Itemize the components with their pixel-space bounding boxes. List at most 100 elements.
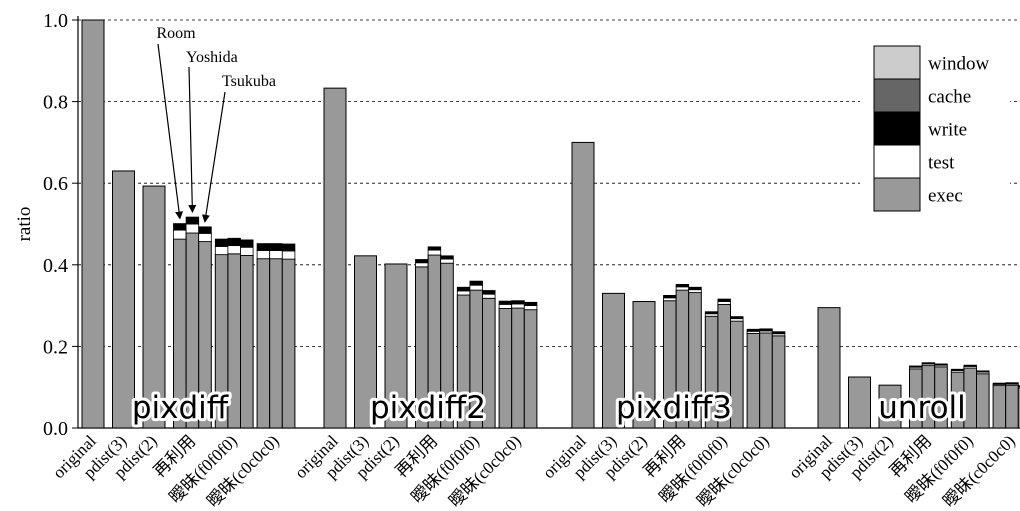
bar-test bbox=[173, 229, 187, 240]
group-label-pixdiff: pixdiff bbox=[132, 390, 229, 426]
bar-test bbox=[688, 289, 702, 293]
bar-write bbox=[992, 382, 1007, 385]
bar-exec bbox=[227, 253, 241, 429]
bar-test bbox=[427, 249, 442, 256]
bar-write bbox=[256, 243, 271, 251]
bar-write bbox=[511, 300, 525, 305]
bar-exec bbox=[281, 258, 296, 429]
bar-exec bbox=[269, 258, 283, 429]
bar-unroll-2 bbox=[878, 384, 902, 429]
bar-pixdiff2-1 bbox=[354, 255, 377, 429]
bar-write bbox=[281, 243, 296, 252]
bar-write bbox=[730, 316, 744, 320]
legend-label-exec: exec bbox=[928, 186, 963, 207]
bar-pixdiff-1 bbox=[112, 170, 135, 429]
legend-label-write: write bbox=[928, 120, 967, 141]
bar-exec bbox=[992, 385, 1007, 429]
bar-exec bbox=[511, 307, 525, 429]
bar-test bbox=[227, 245, 241, 255]
group-label-unroll: unroll bbox=[878, 390, 966, 426]
bar-test bbox=[214, 246, 229, 256]
bar-exec bbox=[256, 258, 271, 429]
bar-unroll-1 bbox=[848, 376, 871, 429]
bar-write bbox=[482, 290, 496, 295]
legend-label-test: test bbox=[928, 153, 955, 174]
bar-group-pixdiff bbox=[81, 19, 296, 429]
annotation-yoshida: Yoshida bbox=[186, 49, 238, 66]
bar-group-unroll bbox=[817, 307, 1020, 429]
bar-pixdiff2-2 bbox=[384, 263, 408, 429]
bar-write bbox=[198, 226, 212, 234]
bar-test bbox=[663, 297, 677, 302]
bar-write bbox=[704, 311, 719, 315]
bar-write bbox=[921, 362, 936, 365]
bar-write bbox=[759, 328, 773, 332]
annotation-arrow bbox=[201, 91, 226, 223]
bar-exec bbox=[1017, 387, 1020, 429]
legend-swatch-exec bbox=[873, 177, 921, 212]
bar-pixdiff3-2 bbox=[632, 301, 656, 429]
bar-test bbox=[198, 232, 212, 242]
bar-pixdiff-0 bbox=[81, 19, 105, 429]
bar-write bbox=[227, 237, 241, 247]
bar-write bbox=[771, 331, 786, 335]
bar-write bbox=[498, 300, 513, 305]
bar-write bbox=[427, 246, 442, 251]
bar-test bbox=[269, 250, 283, 260]
legend-swatch-write bbox=[873, 111, 921, 146]
annotation-room: Room bbox=[156, 25, 196, 42]
y-tick-label: 0.8 bbox=[43, 92, 68, 114]
legend-swatch-window bbox=[873, 45, 921, 80]
bar-exec bbox=[771, 335, 786, 429]
bar-write bbox=[523, 301, 538, 306]
bar-test bbox=[482, 293, 496, 299]
bar-write bbox=[934, 363, 948, 366]
bar-write bbox=[950, 368, 965, 371]
y-axis-label: ratio bbox=[14, 207, 35, 242]
annotation-arrow bbox=[157, 43, 184, 220]
bar-exec bbox=[759, 332, 773, 429]
group-label-pixdiff3: pixdiff3 bbox=[616, 390, 732, 426]
bar-write bbox=[1005, 382, 1019, 385]
bar-test bbox=[469, 284, 483, 291]
bar-write bbox=[963, 364, 977, 367]
bar-test bbox=[498, 303, 513, 309]
bar-exec bbox=[730, 320, 744, 429]
bar-test bbox=[256, 250, 271, 260]
bar-write bbox=[456, 286, 471, 292]
bar-write bbox=[1017, 385, 1020, 388]
bar-write bbox=[269, 243, 283, 251]
bar-pixdiff2-0 bbox=[323, 87, 347, 429]
bar-write bbox=[185, 216, 200, 225]
bar-write bbox=[469, 280, 483, 286]
y-tick-label: 0.6 bbox=[43, 173, 68, 195]
bar-pixdiff3-0 bbox=[571, 141, 595, 429]
annotation-tsukuba: Tsukuba bbox=[222, 73, 276, 90]
bar-group-pixdiff2 bbox=[323, 87, 538, 429]
bar-group-pixdiff3 bbox=[571, 141, 786, 429]
bar-test bbox=[523, 305, 538, 311]
bar-exec bbox=[523, 309, 538, 429]
bar-write bbox=[173, 223, 187, 231]
y-tick-label: 1.0 bbox=[43, 10, 68, 32]
bar-test bbox=[281, 250, 296, 260]
bar-write bbox=[717, 298, 731, 302]
bar-write bbox=[688, 286, 702, 291]
bar-test bbox=[1017, 386, 1020, 389]
bar-exec bbox=[963, 367, 978, 429]
y-tick-label: 0.4 bbox=[43, 255, 68, 277]
bar-exec bbox=[240, 254, 254, 429]
bar-unroll-0 bbox=[817, 307, 841, 429]
bar-test bbox=[511, 303, 525, 309]
bar-exec bbox=[746, 332, 761, 429]
bar-test bbox=[240, 246, 254, 256]
bar-exec bbox=[1005, 384, 1019, 429]
bar-write bbox=[415, 259, 429, 264]
bar-write bbox=[675, 283, 690, 288]
bar-write bbox=[663, 294, 677, 299]
bar-write bbox=[440, 255, 454, 260]
bar-test bbox=[717, 301, 731, 305]
bar-write bbox=[909, 365, 923, 368]
